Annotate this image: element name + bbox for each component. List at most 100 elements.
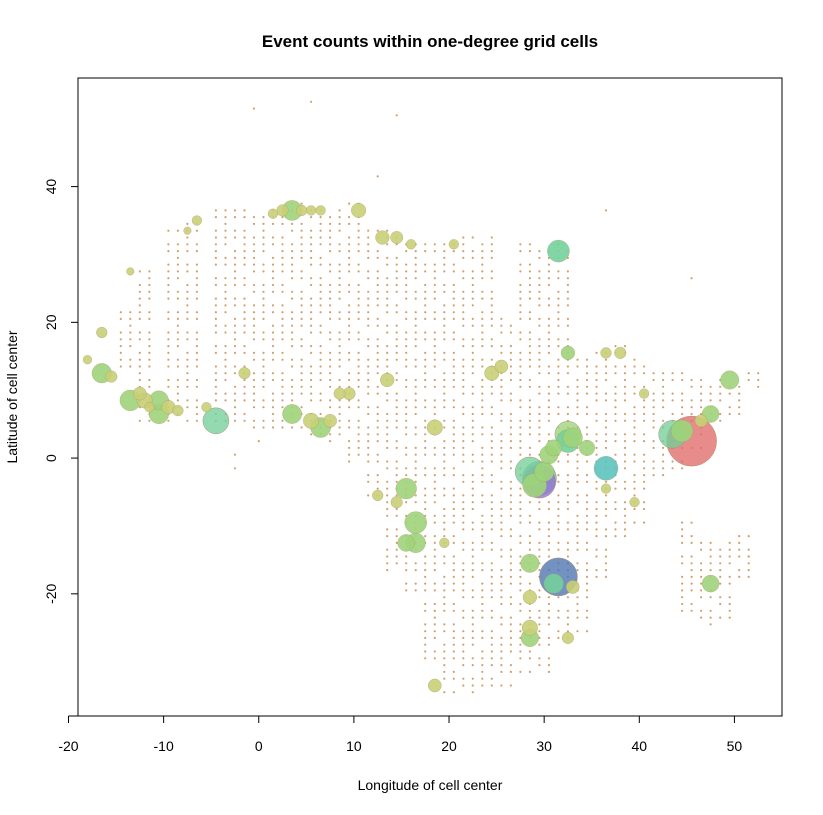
- grid-cell-marker: [405, 365, 408, 368]
- grid-cell-marker: [176, 378, 179, 382]
- grid-cell-marker: [148, 378, 151, 382]
- grid-cell-marker: [747, 569, 750, 572]
- event-count-point: [333, 387, 346, 400]
- grid-cell-marker: [224, 229, 227, 232]
- grid-cell-marker: [576, 569, 579, 572]
- grid-cell-marker: [252, 385, 256, 388]
- grid-cell-marker: [214, 250, 217, 253]
- grid-cell-marker: [300, 317, 303, 320]
- grid-cell-marker: [681, 521, 684, 524]
- grid-cell-marker: [443, 582, 446, 585]
- grid-cell-marker: [576, 501, 579, 504]
- grid-cell-marker: [566, 548, 570, 551]
- grid-cell-marker: [462, 440, 465, 443]
- grid-cell-marker: [405, 250, 408, 253]
- grid-cell-marker: [262, 331, 265, 334]
- grid-cell-marker: [709, 569, 712, 572]
- grid-cell-marker: [490, 426, 493, 429]
- grid-cell-marker: [224, 365, 227, 368]
- grid-cell-marker: [214, 324, 217, 327]
- grid-cell-marker: [452, 419, 455, 422]
- grid-cell-marker: [500, 345, 503, 348]
- grid-cell-marker: [386, 494, 389, 497]
- event-count-point: [144, 402, 155, 413]
- grid-cell-marker: [585, 514, 589, 517]
- grid-cell-marker: [376, 250, 379, 253]
- grid-cell-marker: [490, 406, 493, 409]
- grid-cell-marker: [148, 317, 151, 320]
- grid-cell-marker: [405, 467, 408, 470]
- grid-cell-marker: [186, 270, 189, 273]
- grid-cell-marker: [195, 243, 198, 246]
- grid-cell-marker: [405, 378, 408, 382]
- event-count-point: [183, 226, 192, 235]
- grid-cell-marker: [214, 311, 217, 314]
- grid-cell-marker: [509, 440, 512, 443]
- grid-cell-marker: [662, 474, 665, 477]
- grid-cell-marker: [300, 304, 303, 307]
- grid-cell-marker: [690, 412, 693, 416]
- grid-cell-marker: [681, 467, 684, 470]
- grid-cell-marker: [471, 277, 474, 280]
- grid-cell-marker: [338, 419, 341, 422]
- grid-cell-marker: [433, 399, 436, 402]
- grid-cell-marker: [433, 636, 436, 640]
- grid-cell-marker: [405, 569, 408, 572]
- grid-cell-marker: [471, 426, 474, 429]
- grid-cell-marker: [148, 365, 151, 368]
- grid-cell-marker: [186, 317, 189, 320]
- grid-cell-marker: [490, 609, 493, 612]
- grid-cell-marker: [367, 446, 370, 449]
- grid-cell-marker: [405, 412, 408, 416]
- grid-cell-marker: [585, 528, 589, 531]
- grid-cell-marker: [595, 514, 598, 517]
- grid-cell-marker: [481, 446, 484, 449]
- grid-cell-marker: [176, 399, 179, 402]
- event-count-point: [202, 407, 230, 435]
- grid-cell-marker: [271, 283, 275, 287]
- grid-cell-marker: [443, 317, 446, 320]
- grid-cell-marker: [424, 433, 427, 436]
- grid-cell-marker: [490, 589, 493, 592]
- grid-cell-marker: [528, 317, 532, 320]
- grid-cell-marker: [481, 474, 484, 477]
- grid-cell-marker: [414, 345, 417, 348]
- grid-cell-marker: [471, 453, 474, 456]
- grid-cell-marker: [395, 548, 398, 551]
- grid-cell-marker: [405, 453, 408, 456]
- grid-cell-marker: [471, 256, 474, 259]
- grid-cell-marker: [738, 535, 741, 538]
- grid-cell-marker: [528, 609, 532, 612]
- grid-cell-marker: [262, 372, 265, 375]
- grid-cell-marker: [709, 623, 712, 626]
- grid-cell-marker: [376, 324, 379, 327]
- grid-cell-marker: [566, 487, 570, 490]
- grid-cell-marker: [585, 501, 589, 504]
- grid-cell-marker: [547, 270, 551, 273]
- grid-cell-marker: [271, 372, 275, 375]
- grid-cell-marker: [443, 555, 446, 558]
- grid-cell-marker: [728, 406, 731, 409]
- grid-cell-marker: [623, 345, 627, 348]
- grid-cell-marker: [547, 596, 551, 599]
- grid-cell-marker: [576, 358, 579, 361]
- grid-cell-marker: [452, 358, 455, 361]
- grid-cell-marker: [547, 365, 551, 368]
- grid-cell-marker: [367, 494, 370, 497]
- grid-cell-marker: [462, 277, 465, 280]
- grid-cell-marker: [443, 385, 446, 388]
- grid-cell-marker: [167, 250, 170, 253]
- event-count-point: [404, 511, 427, 534]
- grid-cell-marker: [662, 419, 665, 422]
- grid-cell-marker: [690, 385, 693, 388]
- grid-cell-marker: [490, 277, 493, 280]
- grid-cell-marker: [643, 474, 646, 477]
- grid-cell-marker: [509, 684, 512, 687]
- grid-cell-marker: [595, 412, 598, 416]
- grid-cell-marker: [547, 616, 551, 619]
- grid-cell-marker: [357, 283, 360, 287]
- grid-cell-marker: [424, 446, 427, 449]
- grid-cell-marker: [271, 412, 275, 416]
- grid-cell-marker: [424, 297, 427, 300]
- grid-cell-marker: [528, 378, 532, 382]
